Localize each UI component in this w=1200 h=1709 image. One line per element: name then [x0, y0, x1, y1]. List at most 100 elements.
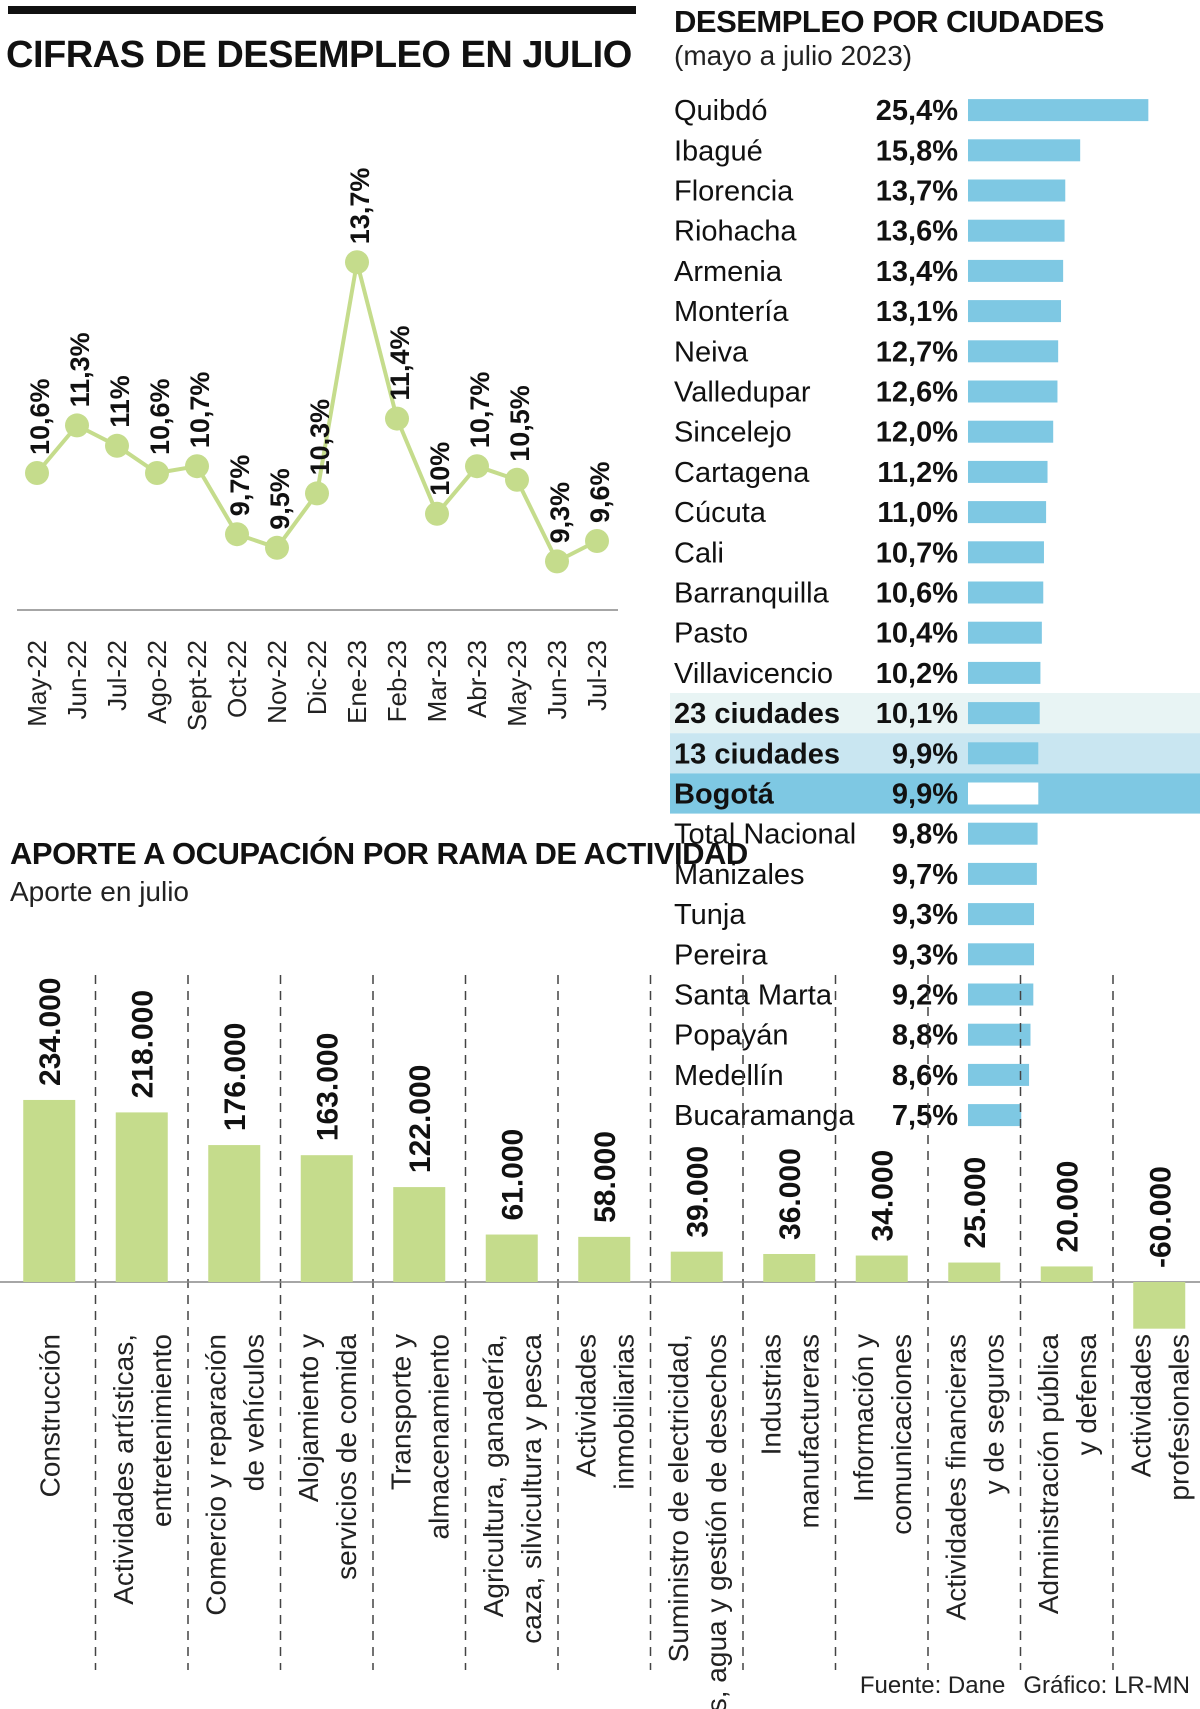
- data-point: [145, 461, 169, 485]
- data-label: 9,6%: [585, 461, 615, 523]
- value-label: 13,6%: [876, 216, 958, 248]
- value-label: 25,4%: [876, 95, 958, 127]
- data-point: [425, 501, 449, 526]
- city-bar: [968, 1063, 1030, 1086]
- x-tick-label: Ene-23: [342, 640, 372, 724]
- city-bar: [968, 943, 1035, 966]
- city-bar: [968, 903, 1035, 926]
- city-label: Sincelejo: [674, 417, 792, 449]
- x-tick-label: Oct-22: [222, 640, 252, 718]
- contribution-bar: [948, 1262, 1001, 1282]
- city-label: Neiva: [674, 336, 749, 368]
- value-label: 8,6%: [892, 1060, 958, 1092]
- x-tick-label: Feb-23: [382, 640, 412, 722]
- data-label: 10,5%: [505, 385, 535, 462]
- value-label: 7,5%: [892, 1100, 958, 1132]
- city-bar: [968, 179, 1066, 202]
- category-label: Agricultura, ganadería,: [478, 1334, 509, 1617]
- category-label: servicios de comida: [331, 1334, 362, 1580]
- data-label: 10,3%: [305, 399, 335, 476]
- city-bar: [968, 822, 1038, 845]
- city-label: Medellín: [674, 1060, 784, 1092]
- data-label: 9,7%: [225, 455, 255, 517]
- data-label: 11,3%: [65, 332, 95, 407]
- city-label: Quibdó: [674, 95, 768, 127]
- bar-value-label: 34.000: [867, 1150, 900, 1242]
- city-bar: [968, 501, 1047, 524]
- value-label: 10,2%: [876, 658, 958, 690]
- contribution-bar: [1040, 1266, 1093, 1282]
- city-unemployment-bar-chart: Quibdó 25,4% Ibagué 15,8% Florencia 13,7% Rioh…: [670, 95, 1200, 1132]
- city-bar: [968, 581, 1044, 604]
- value-label: 13,7%: [876, 176, 958, 208]
- city-label: Cúcuta: [674, 497, 767, 529]
- category-label: Suministro de electricidad,: [663, 1334, 694, 1662]
- bar-value-label: 20.000: [1052, 1161, 1085, 1253]
- x-tick-label: Nov-22: [262, 640, 292, 724]
- city-label: Manizales: [674, 859, 805, 891]
- category-label: caza, silvicultura y pesca: [516, 1334, 547, 1644]
- data-point: [105, 433, 129, 458]
- category-label: Comercio y reparación: [200, 1334, 231, 1616]
- bar-value-label: 39.000: [682, 1146, 715, 1238]
- value-label: 9,7%: [892, 859, 958, 891]
- x-tick-label: Jul-23: [582, 640, 612, 711]
- value-label: 12,0%: [876, 417, 958, 449]
- x-tick-label: May-23: [502, 640, 532, 727]
- city-bar: [968, 541, 1044, 564]
- value-label: 8,8%: [892, 1020, 958, 1052]
- city-label: Ibagué: [674, 135, 763, 167]
- category-label: Actividades: [1125, 1334, 1156, 1477]
- city-bar: [968, 300, 1062, 323]
- contribution-bar: [300, 1155, 353, 1282]
- x-tick-label: May-22: [22, 640, 52, 727]
- city-bar: [968, 340, 1059, 363]
- value-label: 11,2%: [877, 457, 958, 489]
- x-tick-label: Jul-22: [102, 640, 132, 711]
- category-label: de vehículos: [238, 1334, 269, 1491]
- value-label: 11,0%: [877, 497, 958, 529]
- value-label: 10,4%: [876, 618, 958, 650]
- city-bar: [968, 219, 1065, 242]
- city-label: Armenia: [674, 256, 783, 288]
- value-label: 12,6%: [876, 377, 958, 409]
- city-label: Montería: [674, 296, 789, 328]
- city-bar: [968, 742, 1039, 765]
- data-label: 10%: [425, 442, 455, 496]
- contribution-bar: [115, 1112, 168, 1282]
- bar-value-label: 163.000: [312, 1033, 345, 1141]
- cities-chart-subtitle: (mayo a julio 2023): [674, 40, 913, 71]
- city-label: 23 ciudades: [674, 698, 840, 730]
- data-label: 9,3%: [545, 482, 575, 544]
- city-label: Santa Marta: [674, 980, 833, 1012]
- value-label: 10,6%: [876, 578, 958, 610]
- city-label: Tunja: [674, 899, 746, 931]
- city-bar: [968, 460, 1048, 483]
- contribution-bar: [1133, 1282, 1186, 1329]
- value-label: 13,4%: [876, 256, 958, 288]
- value-label: 9,9%: [892, 738, 958, 770]
- category-label: Alojamiento y: [293, 1334, 324, 1502]
- bar-value-label: 36.000: [774, 1148, 807, 1240]
- contribution-bar: [855, 1255, 908, 1282]
- category-label: inmobiliarias: [608, 1334, 639, 1490]
- category-label: comunicaciones: [886, 1334, 917, 1535]
- city-label: Barranquilla: [674, 578, 830, 610]
- value-label: 10,7%: [876, 537, 958, 569]
- category-label: Actividades artísticas,: [108, 1334, 139, 1605]
- data-point: [505, 467, 529, 492]
- highlight-band: [670, 733, 1200, 774]
- city-label: Valledupar: [674, 377, 811, 409]
- city-bar: [968, 1104, 1022, 1127]
- data-point: [265, 535, 289, 560]
- footer-source: Fuente: Dane: [859, 1672, 1006, 1699]
- value-label: 13,1%: [876, 296, 958, 328]
- contribution-bar: [208, 1145, 261, 1282]
- category-label: y de seguros: [978, 1334, 1009, 1494]
- category-label: Industrias: [755, 1334, 786, 1455]
- city-bar: [968, 621, 1042, 644]
- cities-chart-title: DESEMPLEO POR CIUDADES: [674, 4, 1104, 39]
- category-label: Información y: [848, 1334, 879, 1502]
- value-label: 9,8%: [892, 819, 958, 851]
